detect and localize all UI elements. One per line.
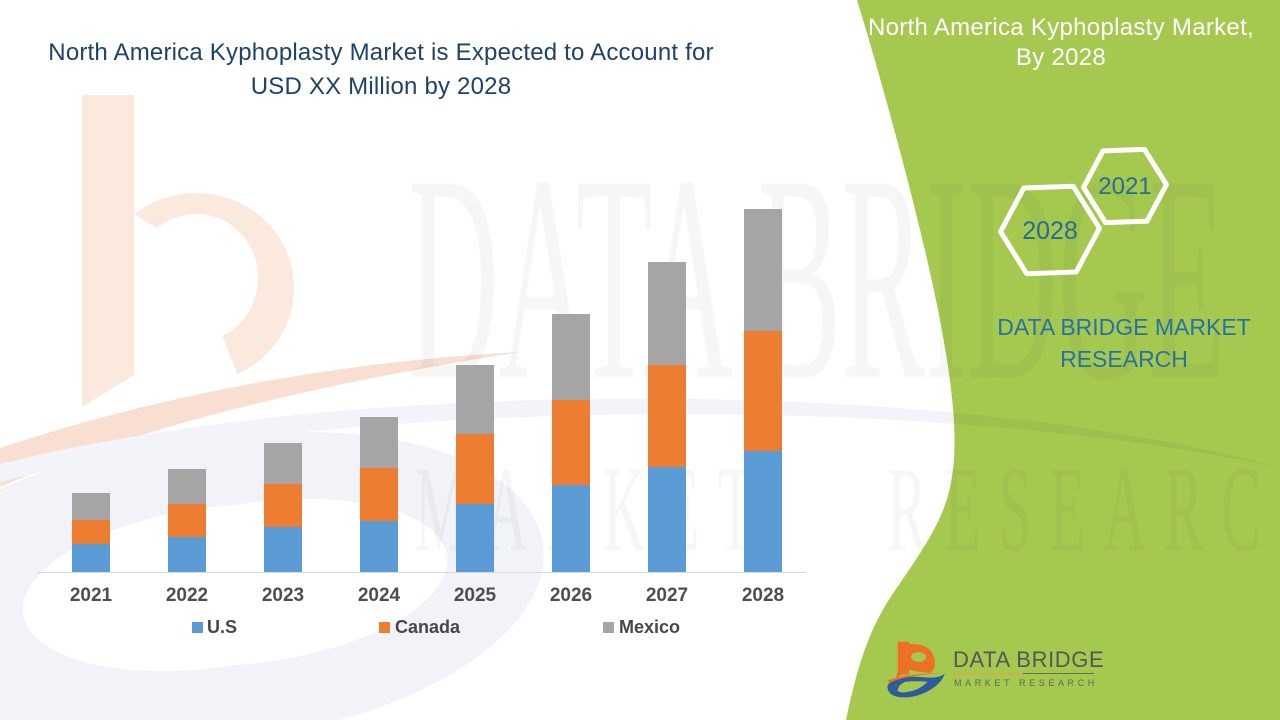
svg-text:2028: 2028 [1022,217,1078,245]
svg-text:2021: 2021 [1098,173,1151,200]
